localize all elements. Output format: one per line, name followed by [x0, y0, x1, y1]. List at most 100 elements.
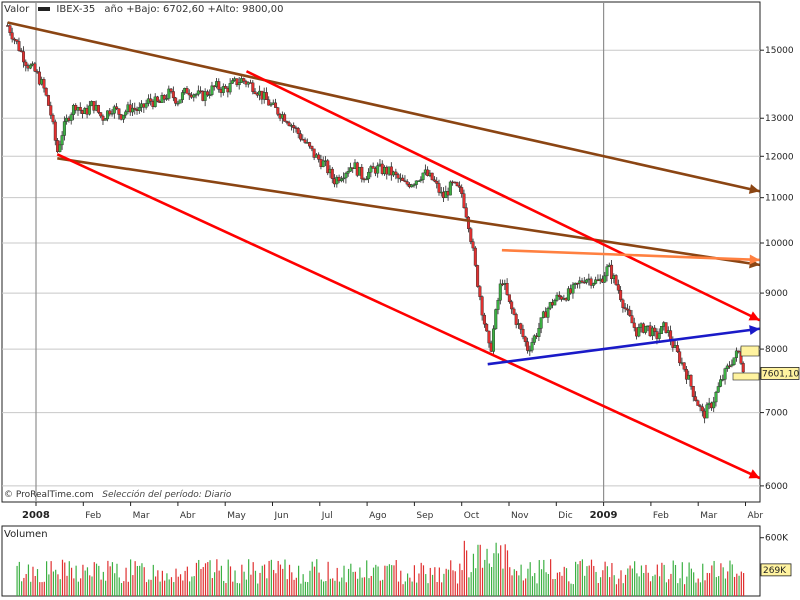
candle	[412, 183, 416, 188]
candle	[60, 131, 64, 150]
candle	[192, 93, 196, 102]
candle	[205, 89, 209, 97]
brand-credit: © ProRealTime.com	[4, 490, 94, 500]
candle	[430, 172, 434, 181]
candlesticks	[6, 22, 745, 424]
candle	[521, 324, 525, 340]
candle	[403, 175, 407, 183]
series-swatch-icon	[38, 7, 51, 11]
x-tick-label: Jul	[321, 511, 333, 521]
candle	[22, 46, 26, 68]
candle	[8, 23, 12, 36]
candle	[532, 334, 536, 345]
candle	[62, 116, 66, 141]
y-tick-label: 7000	[765, 409, 788, 419]
candle	[396, 172, 400, 183]
candle	[526, 337, 530, 354]
x-tick-label: 2008	[22, 510, 50, 521]
candle	[480, 295, 484, 321]
candle	[487, 330, 491, 348]
candle	[228, 78, 232, 95]
candle	[505, 278, 509, 296]
x-tick-label: Abr	[180, 511, 196, 521]
candle	[162, 94, 166, 103]
candle	[112, 104, 116, 119]
candle	[35, 69, 39, 74]
candle	[644, 325, 648, 335]
x-tick-label: Dic	[558, 511, 572, 521]
x-tick-label: Sep	[416, 511, 433, 521]
candle	[285, 120, 289, 125]
candle	[632, 317, 636, 332]
candle	[637, 323, 641, 338]
candle	[684, 366, 688, 385]
candle	[194, 92, 198, 99]
last-price-label: 7601,10	[762, 369, 799, 379]
candle	[725, 363, 729, 372]
candle	[734, 347, 738, 362]
marker-box	[732, 372, 760, 381]
candle	[117, 108, 121, 120]
trendline	[501, 248, 760, 265]
candle	[217, 78, 221, 93]
candle	[267, 96, 271, 106]
candle	[694, 391, 698, 402]
candle	[51, 113, 55, 125]
candle	[44, 87, 48, 97]
candle	[169, 87, 173, 94]
candle	[712, 396, 716, 413]
candle	[426, 166, 430, 177]
y-tick-label: 9000	[765, 289, 788, 299]
candle	[180, 89, 184, 103]
candle	[714, 390, 718, 407]
candle	[230, 78, 234, 84]
y-tick-label: 11000	[765, 194, 794, 204]
candle	[448, 180, 452, 196]
candle	[494, 308, 498, 330]
candle	[167, 85, 171, 101]
candle	[287, 120, 291, 127]
candle	[242, 77, 246, 84]
candle	[19, 47, 23, 53]
candle	[87, 100, 91, 116]
candle	[42, 77, 46, 93]
candle	[594, 276, 598, 285]
x-tick-label: May	[227, 511, 246, 521]
candle	[514, 312, 518, 329]
arrowhead-icon	[749, 254, 760, 265]
candle	[33, 61, 37, 73]
arrowhead-icon	[749, 325, 760, 335]
x-tick-label: Nov	[511, 511, 529, 521]
header-stats: año +Bajo: 6702,60 +Alto: 9800,00	[104, 4, 284, 15]
x-tick-label: Ago	[369, 511, 387, 521]
candle	[553, 298, 557, 306]
candle	[566, 286, 570, 302]
candle	[376, 162, 380, 178]
header-label: Valor	[4, 4, 30, 15]
candle	[292, 122, 296, 133]
candle	[153, 93, 157, 108]
candle	[619, 286, 623, 302]
candle	[675, 341, 679, 353]
candle	[330, 166, 334, 184]
candle	[296, 126, 300, 139]
candle	[303, 137, 307, 144]
candle	[389, 162, 393, 181]
x-tick-label: Abr	[748, 511, 764, 521]
candle	[691, 385, 695, 402]
candle	[664, 322, 668, 334]
candle	[653, 324, 657, 337]
candle	[394, 168, 398, 180]
candle	[210, 81, 214, 97]
candle	[133, 102, 137, 115]
candle	[348, 162, 352, 172]
candle	[103, 117, 107, 121]
candle	[224, 84, 228, 89]
candle	[364, 176, 368, 181]
candle	[512, 307, 516, 316]
candle	[539, 317, 543, 334]
candle	[530, 337, 534, 353]
candle	[121, 114, 125, 123]
x-tick-label: Mar	[133, 511, 150, 521]
candle	[308, 141, 312, 149]
